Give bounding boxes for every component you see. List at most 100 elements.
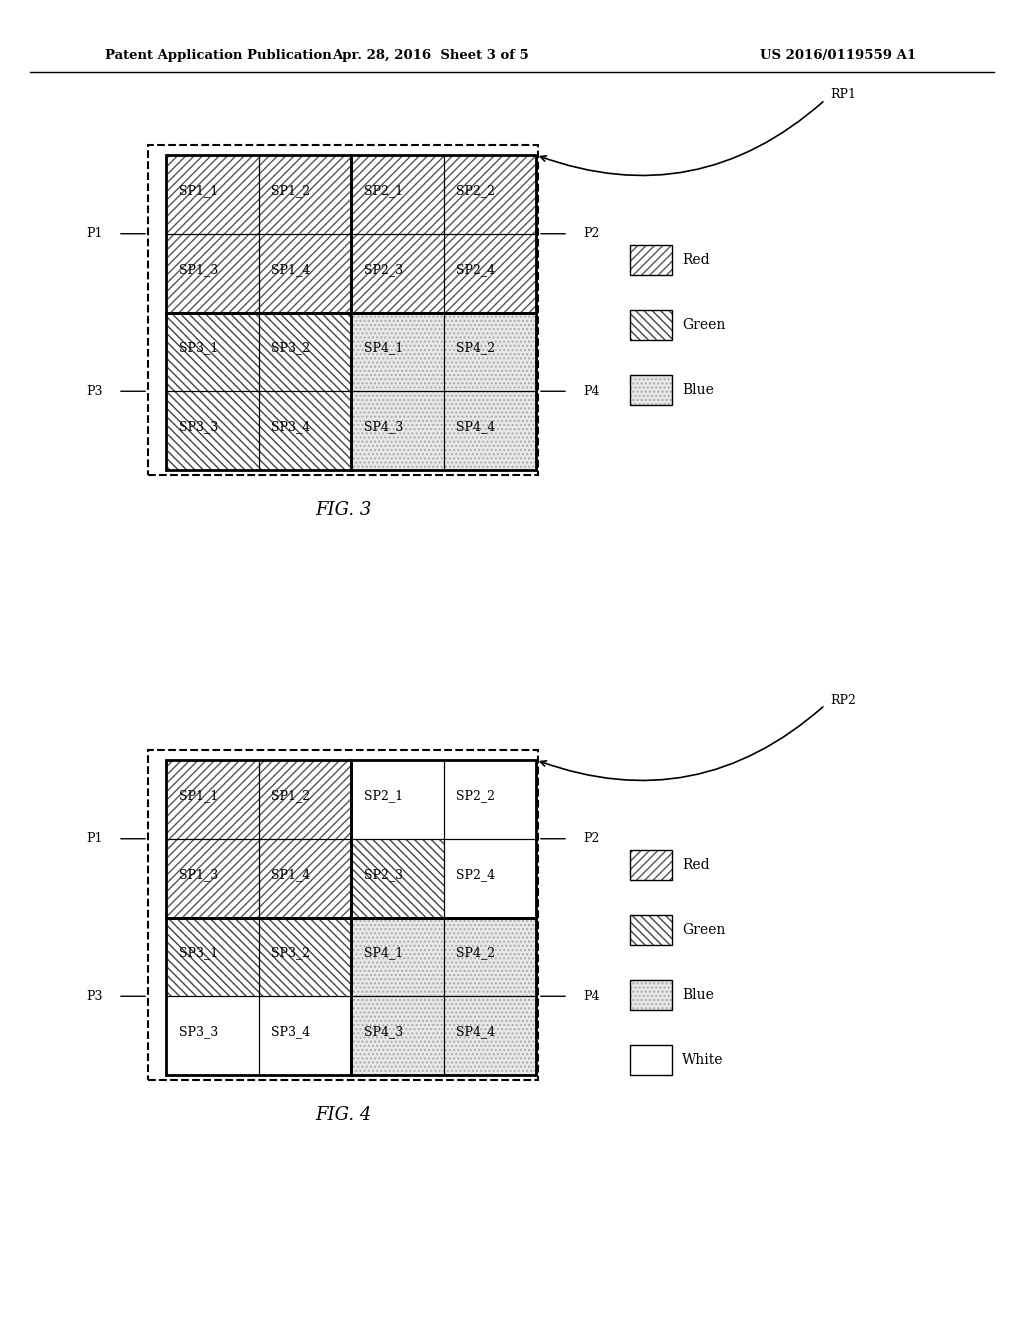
Bar xyxy=(630,915,672,945)
Bar xyxy=(351,997,443,1074)
Text: SP2_2: SP2_2 xyxy=(457,183,496,197)
Bar xyxy=(443,234,536,313)
Bar xyxy=(166,838,258,917)
Bar xyxy=(630,979,672,1010)
Bar xyxy=(443,391,536,470)
Text: P2: P2 xyxy=(583,832,599,845)
Bar xyxy=(443,760,536,838)
Bar xyxy=(443,917,536,997)
Text: SP1_2: SP1_2 xyxy=(271,789,310,803)
Text: Blue: Blue xyxy=(682,383,714,397)
Text: SP1_1: SP1_1 xyxy=(179,789,218,803)
Bar xyxy=(443,917,536,997)
Text: FIG. 4: FIG. 4 xyxy=(314,1106,371,1125)
Bar xyxy=(258,917,351,997)
Bar xyxy=(630,1045,672,1074)
Bar xyxy=(166,313,258,391)
Bar xyxy=(630,246,672,275)
Bar xyxy=(443,313,536,391)
Text: RP2: RP2 xyxy=(830,693,856,706)
Bar xyxy=(258,760,351,838)
Text: P4: P4 xyxy=(583,990,599,1003)
Bar xyxy=(351,234,443,313)
Bar xyxy=(166,760,258,838)
Bar xyxy=(258,391,351,470)
Bar xyxy=(443,234,536,313)
Bar xyxy=(443,391,536,470)
Bar xyxy=(351,917,536,1074)
Text: SP3_3: SP3_3 xyxy=(179,1026,218,1039)
Bar xyxy=(443,154,536,234)
Bar xyxy=(443,917,536,997)
Bar xyxy=(258,760,351,838)
Bar xyxy=(443,154,536,234)
Bar xyxy=(258,838,351,917)
Text: SP3_1: SP3_1 xyxy=(179,946,218,960)
Text: Patent Application Publication: Patent Application Publication xyxy=(105,49,332,62)
Bar xyxy=(166,760,351,917)
Text: SP1_4: SP1_4 xyxy=(271,867,310,880)
Bar xyxy=(630,375,672,405)
Text: SP3_3: SP3_3 xyxy=(179,420,218,433)
Bar xyxy=(166,154,351,313)
Text: SP1_1: SP1_1 xyxy=(179,183,218,197)
Text: SP4_4: SP4_4 xyxy=(457,420,496,433)
Text: SP2_4: SP2_4 xyxy=(457,263,496,276)
Text: SP2_3: SP2_3 xyxy=(364,263,402,276)
Bar xyxy=(443,760,536,838)
Bar xyxy=(258,234,351,313)
Text: SP4_3: SP4_3 xyxy=(364,1026,403,1039)
Bar xyxy=(166,154,258,234)
Text: SP2_2: SP2_2 xyxy=(457,789,496,803)
Bar xyxy=(630,850,672,880)
Text: SP3_2: SP3_2 xyxy=(271,946,310,960)
Text: US 2016/0119559 A1: US 2016/0119559 A1 xyxy=(760,49,916,62)
Text: SP3_4: SP3_4 xyxy=(271,1026,310,1039)
Bar xyxy=(351,154,443,234)
Bar xyxy=(630,310,672,341)
Bar xyxy=(166,997,258,1074)
Text: FIG. 3: FIG. 3 xyxy=(314,502,371,519)
Text: P2: P2 xyxy=(583,227,599,240)
Bar xyxy=(630,246,672,275)
Bar xyxy=(351,760,443,838)
Text: SP3_1: SP3_1 xyxy=(179,342,218,355)
Bar xyxy=(351,997,443,1074)
Bar xyxy=(258,313,351,391)
Bar xyxy=(630,915,672,945)
Text: SP2_3: SP2_3 xyxy=(364,867,402,880)
Bar xyxy=(148,145,538,475)
Bar xyxy=(166,917,258,997)
Text: SP4_4: SP4_4 xyxy=(457,1026,496,1039)
Bar xyxy=(351,154,536,313)
Bar xyxy=(258,313,351,391)
Bar xyxy=(351,838,443,917)
Bar xyxy=(630,979,672,1010)
Text: P3: P3 xyxy=(86,384,103,397)
Text: SP1_2: SP1_2 xyxy=(271,183,310,197)
Text: SP1_4: SP1_4 xyxy=(271,263,310,276)
Text: Apr. 28, 2016  Sheet 3 of 5: Apr. 28, 2016 Sheet 3 of 5 xyxy=(332,49,528,62)
Text: SP2_1: SP2_1 xyxy=(364,789,402,803)
Bar xyxy=(258,917,351,997)
Bar xyxy=(443,313,536,391)
Bar xyxy=(443,838,536,917)
Bar xyxy=(351,154,443,234)
Bar xyxy=(166,234,258,313)
Bar xyxy=(166,154,258,234)
Bar xyxy=(351,760,443,838)
Bar xyxy=(443,313,536,391)
Bar xyxy=(166,997,258,1074)
Bar xyxy=(630,850,672,880)
Text: SP4_2: SP4_2 xyxy=(457,946,496,960)
Bar xyxy=(630,915,672,945)
Bar xyxy=(258,997,351,1074)
Text: SP4_1: SP4_1 xyxy=(364,342,403,355)
Bar xyxy=(258,838,351,917)
Bar xyxy=(166,760,258,838)
Bar xyxy=(258,313,351,391)
Bar xyxy=(351,917,443,997)
Bar xyxy=(258,234,351,313)
Text: SP1_3: SP1_3 xyxy=(179,867,218,880)
Text: Green: Green xyxy=(682,318,725,333)
